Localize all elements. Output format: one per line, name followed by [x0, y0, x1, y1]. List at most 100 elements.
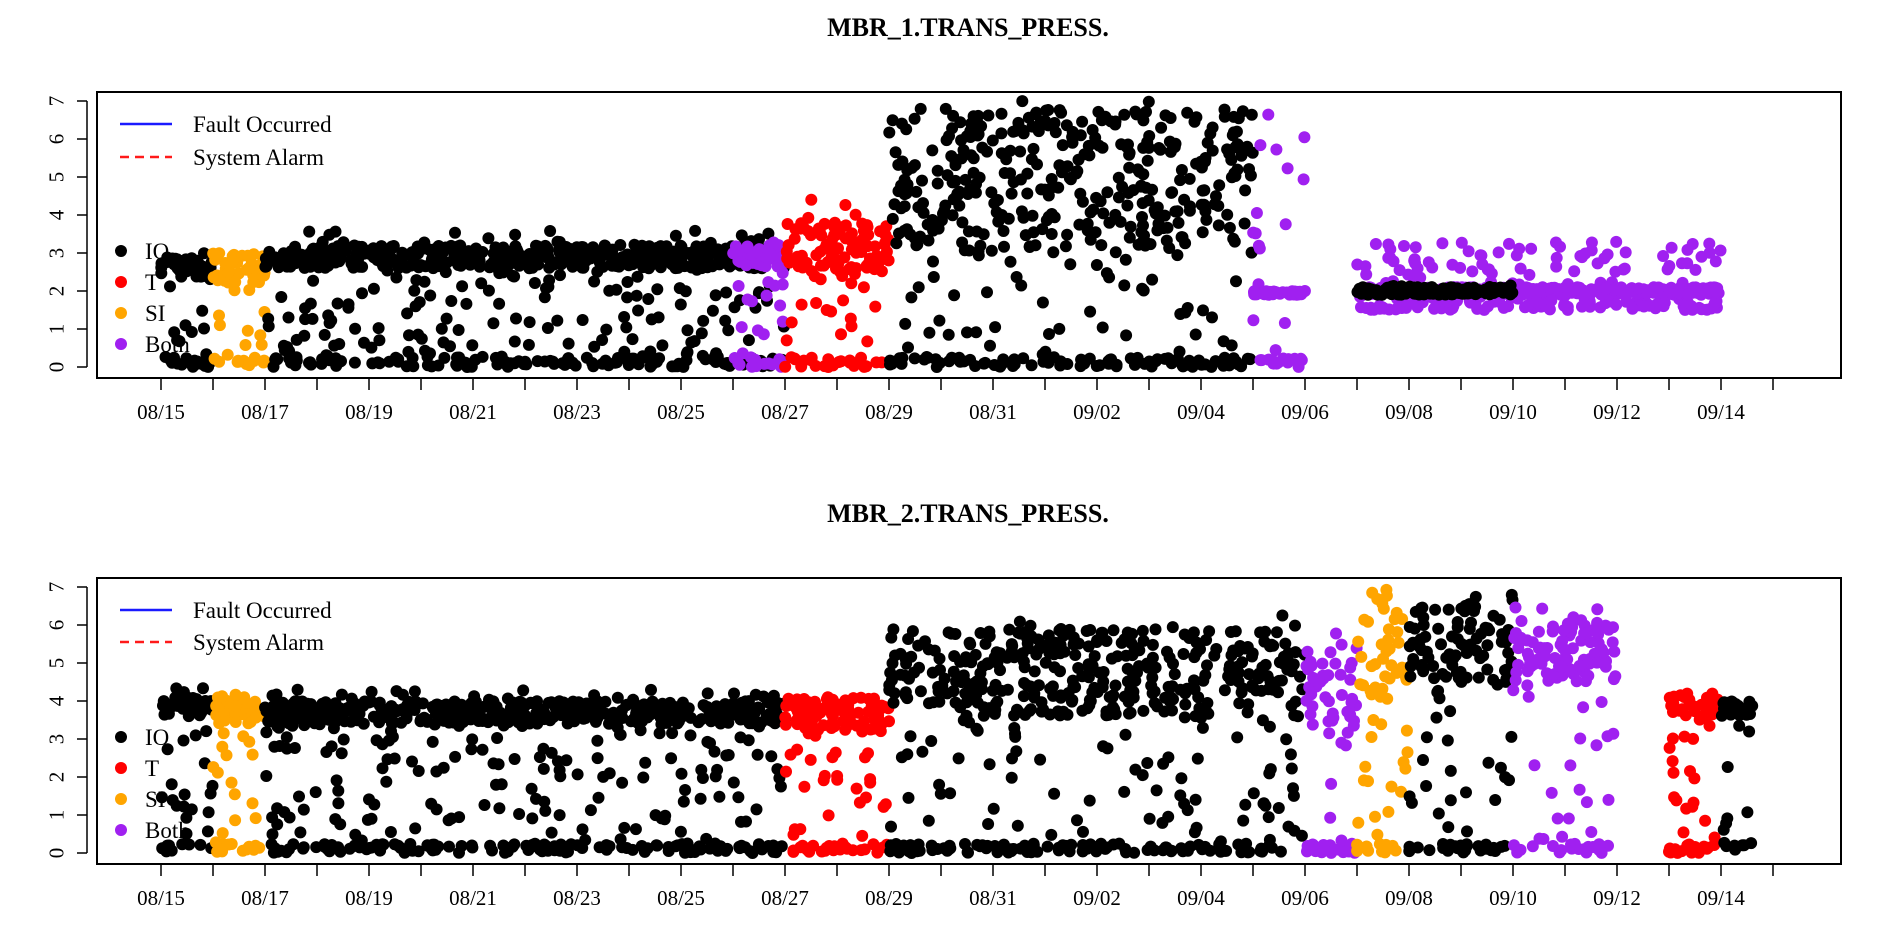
data-point: [626, 258, 639, 271]
data-point: [1263, 833, 1276, 846]
data-point: [1206, 144, 1219, 157]
x-tick-label: 08/15: [137, 400, 185, 424]
data-point: [1040, 104, 1053, 117]
data-point: [592, 249, 605, 262]
data-point: [719, 314, 732, 327]
data-point: [1444, 764, 1457, 777]
data-point: [858, 843, 871, 856]
data-point: [453, 706, 466, 719]
data-point: [1004, 144, 1017, 157]
data-point: [871, 846, 884, 859]
data-point: [947, 685, 960, 698]
data-point: [1004, 255, 1017, 268]
data-point: [870, 356, 883, 369]
data-point: [1048, 211, 1061, 224]
data-point: [1107, 838, 1120, 851]
data-point: [384, 826, 397, 838]
data-point: [1132, 238, 1145, 251]
data-point: [1177, 360, 1189, 373]
data-point: [991, 657, 1004, 669]
data-point: [1061, 160, 1074, 173]
data-point: [272, 721, 285, 734]
data-point: [493, 297, 506, 310]
data-point: [1341, 726, 1354, 739]
data-point: [1607, 727, 1620, 740]
data-point: [963, 183, 976, 196]
data-point: [1017, 211, 1030, 224]
data-point: [1191, 752, 1204, 765]
data-point: [303, 225, 316, 238]
data-point: [774, 299, 787, 312]
data-point: [466, 733, 479, 746]
data-point: [1383, 282, 1396, 295]
data-point: [1389, 844, 1402, 857]
data-point: [1522, 690, 1535, 703]
data-point: [482, 716, 495, 729]
data-point: [487, 247, 500, 260]
x-tick-label: 08/31: [969, 886, 1017, 910]
data-point: [1603, 621, 1616, 634]
data-point: [240, 263, 253, 276]
data-point: [1165, 186, 1178, 199]
data-point: [1047, 689, 1060, 702]
data-point: [332, 784, 345, 797]
data-point: [853, 796, 866, 809]
data-point: [963, 716, 976, 729]
data-point: [783, 256, 796, 269]
data-point: [752, 838, 765, 851]
data-point: [1270, 143, 1283, 156]
data-point: [1138, 357, 1151, 370]
data-point: [1096, 321, 1109, 334]
data-point: [1429, 603, 1442, 616]
data-point: [307, 274, 320, 287]
data-point: [1294, 670, 1306, 683]
data-point: [795, 360, 808, 373]
data-point: [1522, 651, 1535, 663]
data-point: [1643, 299, 1656, 312]
data-point: [831, 770, 844, 782]
data-point: [1136, 769, 1149, 782]
data-point: [786, 699, 799, 712]
data-point: [526, 812, 539, 825]
data-point: [1263, 720, 1276, 733]
data-point: [1509, 674, 1522, 687]
data-point: [1123, 707, 1135, 720]
data-point: [291, 683, 304, 696]
data-point: [1136, 282, 1149, 295]
data-point: [905, 291, 918, 304]
data-point: [922, 643, 935, 656]
data-point: [1472, 671, 1485, 684]
data-point: [889, 146, 902, 159]
data-point: [1351, 838, 1364, 851]
series-segment-t: [779, 193, 895, 373]
data-point: [1118, 690, 1131, 703]
data-point: [1034, 753, 1047, 766]
data-point: [983, 758, 996, 771]
data-point: [1501, 283, 1514, 296]
data-point: [774, 780, 787, 793]
data-point: [280, 731, 293, 744]
data-point: [229, 688, 242, 701]
x-tick-label: 09/04: [1177, 400, 1225, 424]
data-point: [873, 715, 886, 728]
data-point: [933, 314, 946, 327]
data-point: [1141, 237, 1154, 250]
data-point: [508, 270, 521, 283]
data-point: [634, 724, 647, 737]
data-point: [435, 322, 448, 335]
data-point: [1709, 286, 1722, 299]
data-point: [1497, 301, 1510, 314]
data-point: [1545, 786, 1558, 799]
data-point: [517, 684, 530, 697]
data-point: [449, 226, 461, 239]
series-segment-io: [259, 683, 791, 859]
data-point: [380, 775, 393, 788]
data-point: [1205, 360, 1218, 373]
data-point: [1200, 634, 1213, 646]
data-point: [1666, 732, 1679, 745]
data-point: [728, 301, 741, 314]
data-point: [611, 691, 624, 704]
data-point: [1067, 638, 1080, 651]
data-point: [1091, 634, 1104, 647]
data-point: [1270, 626, 1283, 639]
